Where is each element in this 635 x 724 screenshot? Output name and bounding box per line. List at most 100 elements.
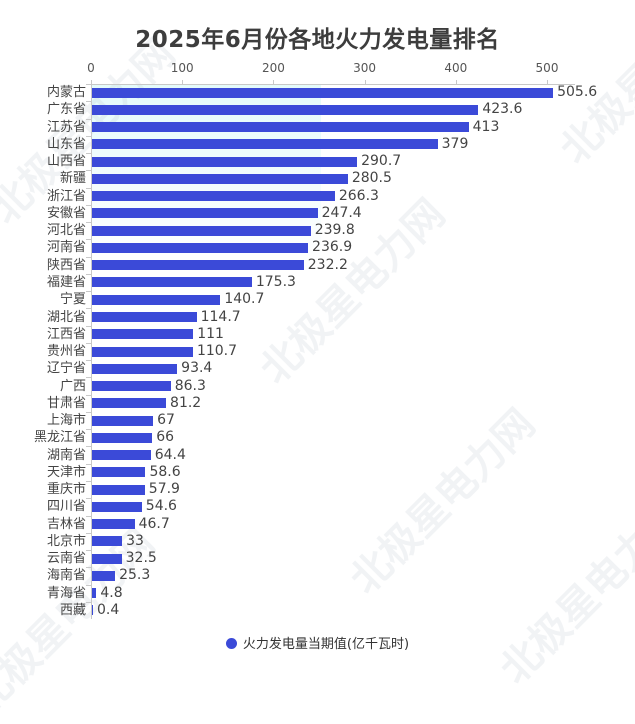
y-tick-mark bbox=[86, 325, 91, 327]
y-tick-mark bbox=[86, 308, 91, 310]
y-tick-mark bbox=[86, 394, 91, 396]
bar[interactable] bbox=[92, 363, 178, 374]
y-tick-mark bbox=[86, 273, 91, 275]
x-axis-line bbox=[91, 84, 575, 85]
y-tick-mark bbox=[86, 204, 91, 206]
y-tick-mark bbox=[86, 550, 91, 552]
value-label: 66 bbox=[156, 429, 175, 446]
x-tick-label: 100 bbox=[170, 61, 194, 75]
bar[interactable] bbox=[92, 346, 193, 357]
bar[interactable] bbox=[92, 415, 154, 426]
watermark: 北极星电力网 bbox=[341, 400, 544, 603]
bar[interactable] bbox=[92, 312, 197, 322]
y-tick-mark bbox=[86, 567, 91, 569]
x-tick-mark bbox=[273, 80, 275, 85]
x-tick-mark bbox=[364, 80, 366, 85]
bar[interactable] bbox=[92, 104, 479, 115]
category-label: 江西省 bbox=[46, 326, 86, 342]
bar[interactable] bbox=[92, 294, 221, 305]
bar[interactable] bbox=[92, 553, 122, 564]
bar[interactable] bbox=[92, 536, 123, 547]
value-label: 32.5 bbox=[125, 550, 157, 567]
y-tick-mark bbox=[86, 118, 91, 120]
value-label: 54.6 bbox=[145, 498, 177, 515]
value-label: 46.7 bbox=[138, 515, 170, 532]
bar[interactable] bbox=[92, 225, 311, 236]
bar[interactable] bbox=[92, 173, 348, 184]
bar[interactable] bbox=[92, 588, 97, 599]
value-label: 81.2 bbox=[170, 394, 202, 411]
x-tick-label: 400 bbox=[444, 61, 468, 75]
bar[interactable] bbox=[92, 191, 335, 202]
category-label: 浙江省 bbox=[46, 188, 86, 204]
y-tick-mark bbox=[86, 446, 91, 448]
bar[interactable] bbox=[92, 519, 135, 530]
bar[interactable] bbox=[92, 450, 151, 461]
y-tick-mark bbox=[86, 153, 91, 155]
category-label: 广东省 bbox=[46, 102, 86, 118]
category-label: 内蒙古 bbox=[46, 85, 86, 101]
y-tick-mark bbox=[86, 480, 91, 482]
bar[interactable] bbox=[92, 381, 171, 392]
value-label: 413 bbox=[472, 118, 500, 135]
y-tick-mark bbox=[86, 377, 91, 379]
y-tick-mark bbox=[86, 411, 91, 413]
value-label: 175.3 bbox=[255, 273, 296, 290]
category-label: 湖南省 bbox=[46, 447, 86, 463]
value-label: 67 bbox=[157, 412, 175, 429]
category-label: 辽宁省 bbox=[46, 361, 86, 377]
bar[interactable] bbox=[92, 570, 116, 581]
category-label: 北京市 bbox=[46, 533, 86, 549]
value-label: 114.7 bbox=[200, 308, 241, 325]
bar[interactable] bbox=[92, 605, 93, 616]
bar[interactable] bbox=[92, 122, 469, 133]
y-axis-line bbox=[91, 84, 92, 619]
category-label: 河北省 bbox=[46, 223, 86, 239]
bar[interactable] bbox=[92, 501, 142, 512]
watermark: 北极星电力网 bbox=[491, 490, 635, 693]
category-label: 广西 bbox=[59, 378, 86, 394]
category-label: 湖北省 bbox=[46, 309, 86, 325]
category-label: 福建省 bbox=[46, 274, 86, 290]
legend[interactable]: 火力发电量当期值(亿千瓦时) bbox=[0, 633, 635, 652]
category-label: 新疆 bbox=[59, 171, 86, 187]
chart-title: 2025年6月份各地火力发电量排名 bbox=[135, 27, 500, 53]
category-label: 宁夏 bbox=[59, 292, 86, 308]
x-tick-mark bbox=[91, 80, 92, 85]
bar[interactable] bbox=[92, 277, 252, 288]
category-label: 安徽省 bbox=[46, 205, 86, 221]
category-label: 吉林省 bbox=[46, 516, 86, 532]
y-tick-mark bbox=[86, 84, 91, 85]
value-label: 58.6 bbox=[149, 463, 181, 480]
category-label: 重庆市 bbox=[46, 482, 86, 498]
bar[interactable] bbox=[92, 329, 194, 340]
y-tick-mark bbox=[86, 187, 91, 189]
value-label: 25.3 bbox=[119, 567, 151, 584]
bar[interactable] bbox=[92, 208, 318, 219]
category-label: 黑龙江省 bbox=[33, 430, 86, 446]
bar[interactable] bbox=[92, 432, 153, 443]
value-label: 379 bbox=[441, 135, 469, 152]
value-label: 236.9 bbox=[312, 239, 353, 256]
bar[interactable] bbox=[92, 87, 554, 98]
value-label: 232.2 bbox=[307, 256, 348, 273]
category-label: 甘肃省 bbox=[46, 395, 86, 411]
y-tick-mark bbox=[86, 532, 91, 534]
bar[interactable] bbox=[92, 260, 304, 271]
y-tick-mark bbox=[86, 360, 91, 362]
bar[interactable] bbox=[92, 156, 358, 167]
value-label: 4.8 bbox=[100, 584, 123, 601]
y-tick-mark bbox=[86, 222, 91, 224]
category-label: 青海省 bbox=[46, 585, 86, 601]
x-tick-label: 0 bbox=[87, 61, 95, 75]
value-label: 86.3 bbox=[174, 377, 206, 394]
y-tick-mark bbox=[86, 342, 91, 344]
bar[interactable] bbox=[92, 467, 146, 478]
y-tick-mark bbox=[86, 170, 91, 172]
bar[interactable] bbox=[92, 242, 309, 253]
y-tick-mark bbox=[86, 256, 91, 258]
bar[interactable] bbox=[92, 398, 167, 409]
bar[interactable] bbox=[92, 139, 438, 150]
bar[interactable] bbox=[92, 484, 145, 495]
category-label: 河南省 bbox=[46, 240, 86, 256]
